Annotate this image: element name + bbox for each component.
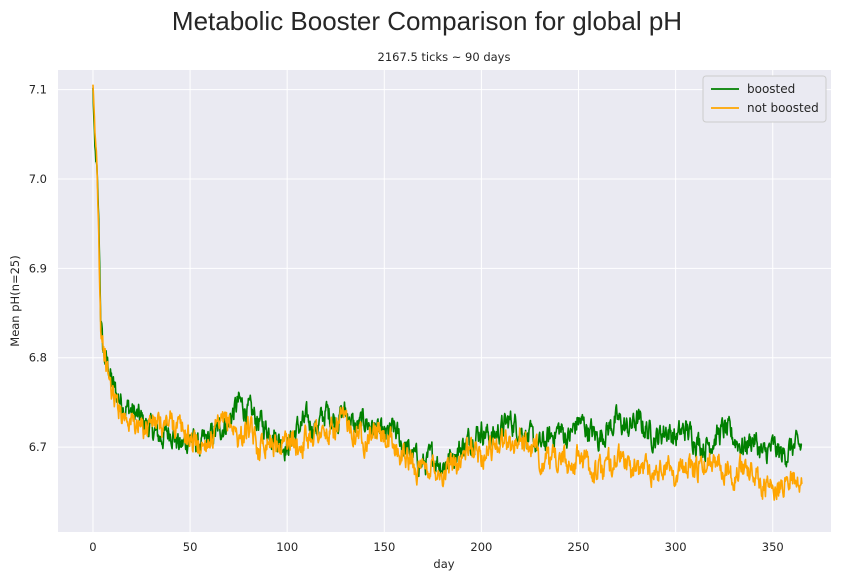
x-tick-label: 300: [665, 540, 687, 554]
x-tick-label: 250: [568, 540, 590, 554]
x-tick-label: 350: [762, 540, 784, 554]
y-tick-label: 6.7: [29, 440, 47, 454]
chart-title: Metabolic Booster Comparison for global …: [172, 6, 682, 36]
tick-labels: 0 50 100 150 200 250 300 350 6.7 6.8 6.9 7.0 7.1: [29, 83, 784, 554]
y-tick-label: 6.9: [29, 261, 47, 275]
series-layer: [92, 84, 803, 501]
x-tick-label: 100: [276, 540, 298, 554]
y-tick-label: 6.8: [29, 351, 47, 365]
y-tick-label: 7.1: [29, 83, 47, 97]
legend-label-boosted: boosted: [747, 82, 795, 96]
series-line-not-boosted: [92, 84, 803, 501]
y-tick-label: 7.0: [29, 172, 47, 186]
y-axis-label: Mean pH(n=25): [8, 255, 22, 346]
legend: boosted not boosted: [702, 75, 827, 123]
x-axis-label: day: [433, 557, 454, 571]
series-line-boosted: [92, 87, 803, 478]
x-tick-label: 0: [89, 540, 96, 554]
chart-subtitle: 2167.5 ticks ~ 90 days: [378, 50, 511, 64]
legend-box: [702, 75, 827, 123]
x-tick-label: 150: [373, 540, 395, 554]
x-tick-label: 50: [183, 540, 198, 554]
x-tick-label: 200: [470, 540, 492, 554]
legend-label-not-boosted: not boosted: [747, 101, 819, 115]
